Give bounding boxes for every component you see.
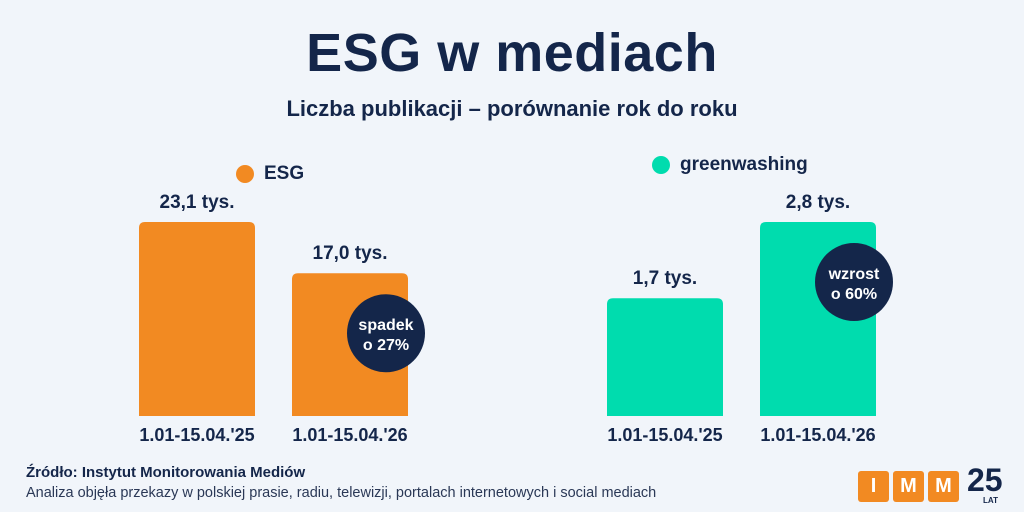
legend-esg-swatch [236,165,254,183]
category-label-esg-1: 1.01-15.04.'26 [292,425,407,445]
category-label-greenwashing-0: 1.01-15.04.'25 [607,425,722,445]
page-subtitle: Liczba publikacji – porównanie rok do ro… [286,96,738,121]
value-label-greenwashing-1: 2,8 tys. [786,192,850,213]
logo-letter-m1: M [893,470,924,502]
logo-anniversary-suffix: LAT [983,496,998,505]
category-label-greenwashing-1: 1.01-15.04.'26 [760,425,875,445]
badge-greenwashing-line2: o 60% [831,286,877,303]
imm-logo: I M M 25 LAT [858,462,1003,506]
logo-anniversary: 25 LAT [967,462,1003,506]
legend-greenwashing-swatch [652,156,670,174]
legend-esg-label: ESG [264,163,305,184]
bar-esg-0 [139,222,255,416]
value-label-esg-1: 17,0 tys. [313,243,388,264]
badge-greenwashing [815,243,893,321]
badge-esg [347,294,425,373]
legend-greenwashing: greenwashing [652,154,808,176]
logo-anniversary-number: 25 [967,462,1003,498]
badge-greenwashing-line1: wzrost [828,266,880,283]
legend-esg: ESG [236,163,304,185]
badge-esg-line1: spadek [358,317,413,334]
source-text: Źródło: Instytut Monitorowania Mediów [26,464,306,481]
logo-letter-m2: M [928,470,959,502]
legend-greenwashing-label: greenwashing [680,154,808,175]
page-title: ESG w mediach [306,23,718,83]
bar-greenwashing-0 [607,298,723,416]
badge-esg-line2: o 27% [363,337,409,354]
value-label-greenwashing-0: 1,7 tys. [633,268,697,289]
note-text: Analiza objęła przekazy w polskiej prasi… [26,485,657,501]
logo-letter-i: I [858,470,889,502]
value-label-esg-0: 23,1 tys. [160,192,235,213]
category-label-esg-0: 1.01-15.04.'25 [139,425,254,445]
